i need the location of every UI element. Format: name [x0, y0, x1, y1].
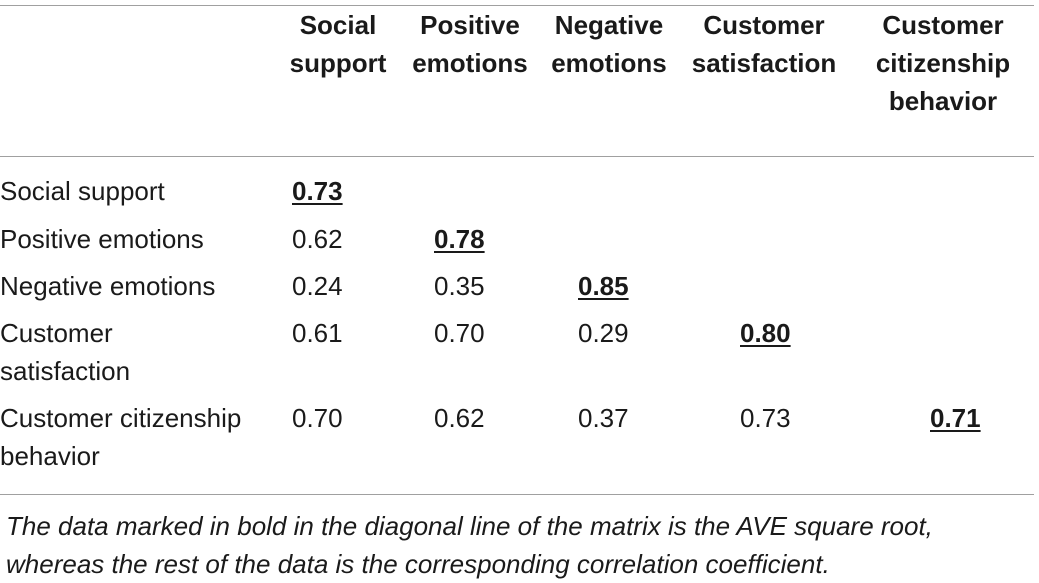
cell-value: [676, 156, 852, 214]
table-row: Social support 0.73: [0, 156, 1034, 214]
cell-value: 0.24: [292, 271, 343, 301]
header-rule: [0, 156, 1034, 157]
cell-value: [852, 261, 1034, 308]
cell-value: 0.70: [434, 318, 485, 348]
cell-value: [398, 156, 542, 214]
cell-value: 0.62: [434, 403, 485, 433]
table-row: Negative emotions 0.24 0.35 0.85: [0, 261, 1034, 308]
row-label: Social support: [0, 176, 165, 206]
row-label: Negative emotions: [0, 271, 216, 301]
bottom-rule: [0, 494, 1034, 495]
header-cell-customer-satisfaction: Customer satisfaction: [691, 10, 837, 78]
cell-value: 0.35: [434, 271, 485, 301]
header-cell-negative-emotions: Negative emotions: [551, 10, 667, 78]
table-row: Customer satisfaction 0.61 0.70 0.29 0.8…: [0, 308, 1034, 393]
table-row: Customer citizenship behavior 0.70 0.62 …: [0, 393, 1034, 478]
cell-value: 0.80: [740, 318, 791, 348]
header-cell-corner: [0, 6, 278, 156]
cell-value: 0.61: [292, 318, 343, 348]
header-row: Social support Positive emotions Negativ…: [0, 6, 1034, 156]
cell-value: [542, 214, 676, 261]
header-cell-customer-citizenship-behavior: Customer citizenship behavior: [875, 10, 1011, 116]
cell-value: 0.70: [292, 403, 343, 433]
cell-value: 0.73: [740, 403, 791, 433]
table-row: Positive emotions 0.62 0.78: [0, 214, 1034, 261]
cell-value: 0.29: [578, 318, 629, 348]
header-cell-positive-emotions: Positive emotions: [412, 10, 528, 78]
cell-value: [852, 156, 1034, 214]
cell-value: [542, 156, 676, 214]
correlation-matrix-table: Social support Positive emotions Negativ…: [0, 6, 1034, 478]
cell-value: 0.85: [578, 271, 629, 301]
table-footnote: The data marked in bold in the diagonal …: [6, 511, 933, 579]
cell-value: [852, 308, 1034, 393]
top-rule: [0, 5, 1034, 6]
cell-value: 0.37: [578, 403, 629, 433]
header-cell-social-support: Social support: [289, 10, 387, 78]
cell-value: 0.78: [434, 224, 485, 254]
cell-value: 0.62: [292, 224, 343, 254]
row-label: Positive emotions: [0, 224, 204, 254]
cell-value: [852, 214, 1034, 261]
cell-value: 0.71: [930, 403, 981, 433]
cell-value: [676, 261, 852, 308]
cell-value: 0.73: [292, 176, 343, 206]
row-label: Customer satisfaction: [0, 318, 131, 386]
cell-value: [676, 214, 852, 261]
row-label: Customer citizenship behavior: [0, 403, 242, 471]
